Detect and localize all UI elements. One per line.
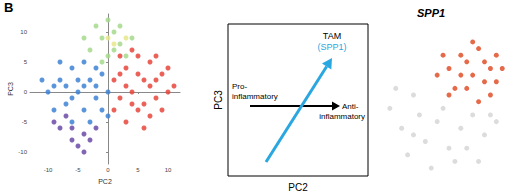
- svg-text:10: 10: [20, 29, 27, 35]
- svg-text:inflammatory: inflammatory: [319, 112, 365, 121]
- svg-text:-10: -10: [18, 149, 27, 155]
- svg-text:5: 5: [24, 59, 28, 65]
- svg-text:SPP1: SPP1: [417, 7, 445, 19]
- svg-text:(SPP1): (SPP1): [317, 42, 346, 52]
- svg-text:0: 0: [24, 89, 28, 95]
- svg-text:Pro-: Pro-: [232, 82, 247, 91]
- svg-text:0: 0: [106, 167, 110, 173]
- svg-text:Anti-: Anti-: [342, 102, 359, 111]
- svg-text:-10: -10: [44, 167, 53, 173]
- svg-text:5: 5: [136, 167, 140, 173]
- svg-text:PC2: PC2: [98, 178, 112, 185]
- svg-text:PC3: PC3: [213, 90, 224, 110]
- svg-text:TAM: TAM: [323, 31, 341, 41]
- svg-text:-5: -5: [22, 119, 28, 125]
- svg-text:B: B: [4, 0, 13, 15]
- svg-text:PC3: PC3: [7, 82, 14, 96]
- svg-text:10: 10: [165, 167, 172, 173]
- svg-text:-5: -5: [75, 167, 81, 173]
- svg-text:inflammatory: inflammatory: [232, 92, 278, 101]
- svg-text:PC2: PC2: [288, 182, 308, 193]
